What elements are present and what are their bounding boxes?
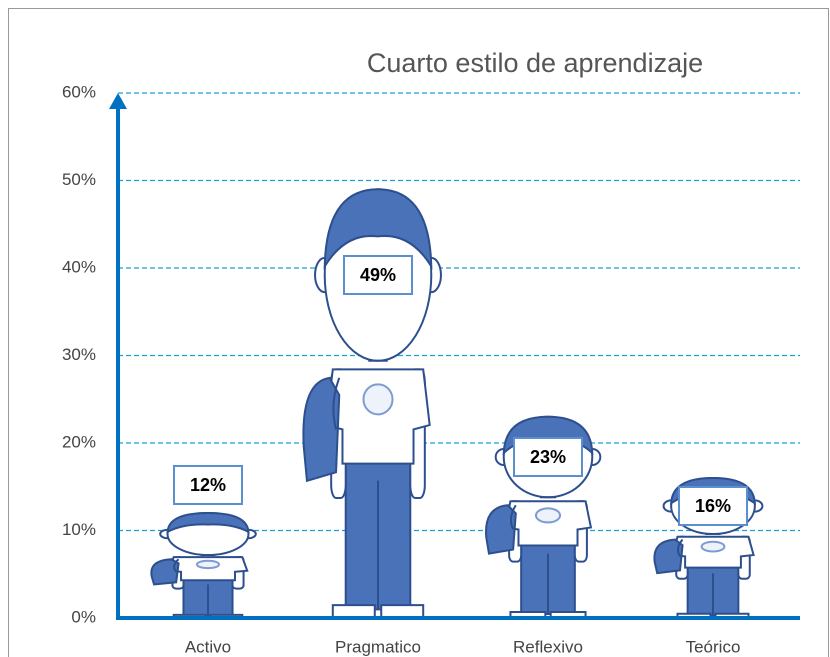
backpack (151, 559, 178, 584)
value-label-box (513, 437, 583, 477)
value-label: 49% (360, 265, 396, 285)
hair (168, 513, 249, 532)
y-tick-label: 10% (62, 520, 96, 539)
y-tick-label: 0% (71, 607, 96, 626)
y-tick-label: 30% (62, 345, 96, 364)
value-label-box (173, 465, 243, 505)
strap (511, 505, 516, 529)
chart-title: Cuarto estilo de aprendizaje (367, 48, 703, 78)
value-label-box (678, 486, 748, 526)
hair (325, 189, 432, 266)
x-tick-label: Pragmatico (335, 637, 421, 656)
value-label-box (343, 255, 413, 295)
y-tick-label: 20% (62, 432, 96, 451)
logo (363, 384, 392, 414)
logo (197, 561, 219, 568)
logo (702, 542, 725, 552)
x-tick-label: Reflexivo (513, 637, 583, 656)
y-tick-label: 40% (62, 257, 96, 276)
y-axis-arrow (109, 93, 127, 109)
figure (303, 189, 441, 618)
strap (333, 378, 339, 429)
figure (486, 417, 600, 618)
strap (174, 559, 178, 572)
x-tick-label: Activo (185, 637, 231, 656)
backpack (486, 505, 516, 553)
x-tick-label: Teórico (686, 637, 741, 656)
value-label: 12% (190, 475, 226, 495)
y-tick-label: 60% (62, 82, 96, 101)
value-label: 16% (695, 496, 731, 516)
logo (536, 508, 560, 522)
value-label: 23% (530, 447, 566, 467)
backpack (654, 540, 682, 574)
strap (678, 540, 683, 557)
backpack (303, 378, 339, 481)
y-tick-label: 50% (62, 170, 96, 189)
